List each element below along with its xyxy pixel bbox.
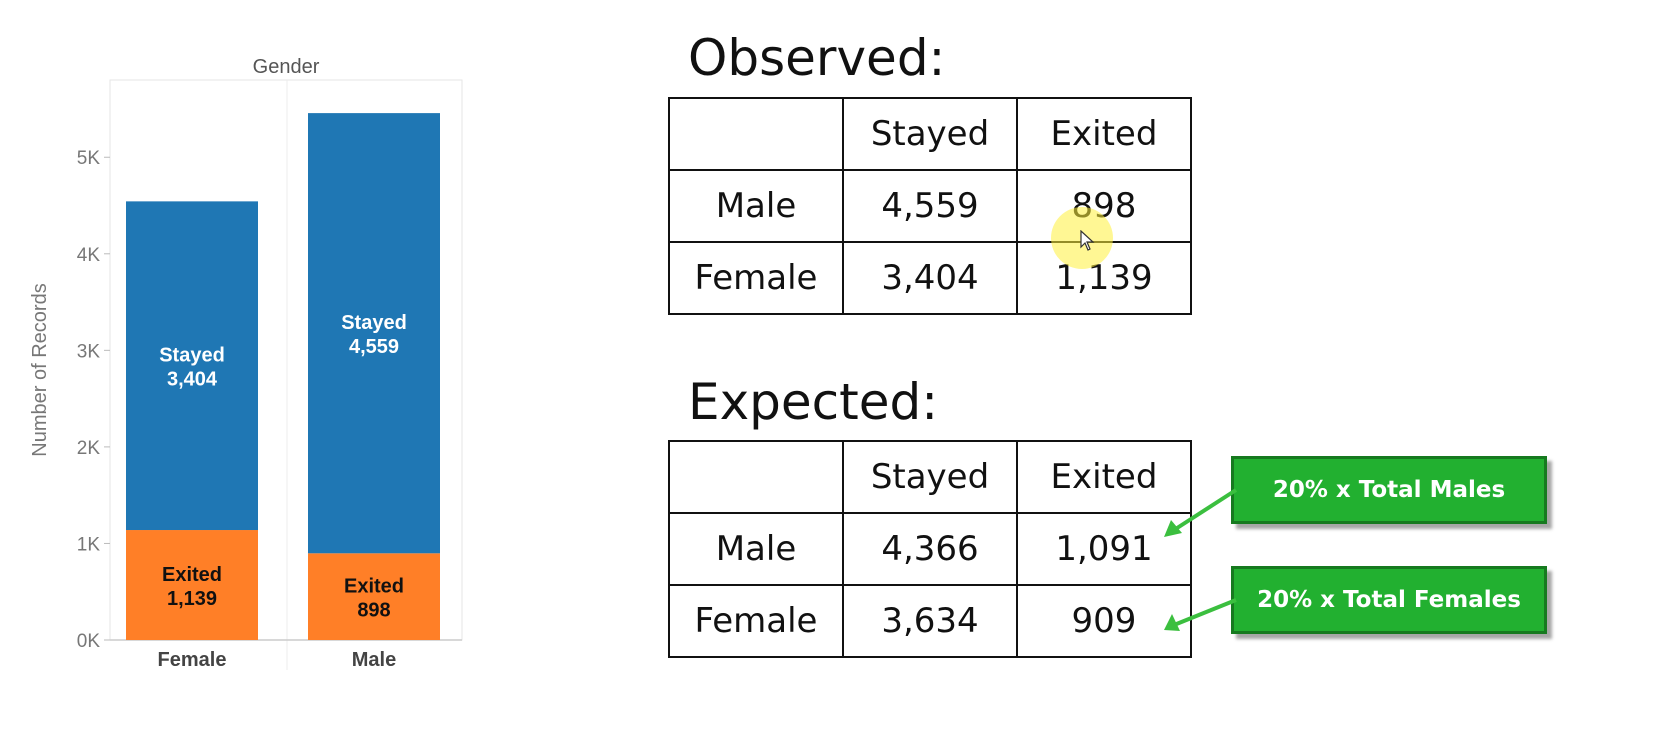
bar-stayed-male — [308, 113, 440, 554]
expected-title: Expected: — [688, 373, 939, 431]
x-tick-label-male: Male — [352, 649, 396, 671]
observed-cell: 4,559 — [842, 169, 1018, 243]
expected-table: Stayed Exited Male 4,366 1,091 Female 3,… — [668, 440, 1192, 658]
observed-header-stayed: Stayed — [842, 97, 1018, 171]
y-tick-label: 3K — [77, 341, 101, 362]
bar-stayed-female — [126, 201, 258, 531]
data-label-stayed-male: Stayed 4,559 — [341, 312, 407, 358]
expected-cell: 1,091 — [1016, 512, 1192, 586]
observed-row-label: Male — [668, 169, 844, 243]
expected-corner-cell — [668, 440, 844, 514]
arrow-to-male-exited-icon — [1164, 488, 1238, 537]
expected-row-label: Female — [668, 584, 844, 658]
observed-header-row: Stayed Exited — [668, 97, 1192, 171]
bar-exited-male — [308, 553, 440, 640]
observed-corner-cell — [668, 97, 844, 171]
callout-arrows — [1164, 488, 1238, 631]
observed-row-male: Male 4,559 898 — [668, 169, 1192, 243]
x-tick-label-female: Female — [158, 649, 227, 671]
expected-cell: 909 — [1016, 584, 1192, 658]
y-tick-label: 4K — [77, 245, 101, 266]
expected-header-stayed: Stayed — [842, 440, 1018, 514]
y-tick-label: 5K — [77, 148, 101, 169]
callout-total-males: 20% x Total Males — [1231, 456, 1547, 524]
callout-total-females: 20% x Total Females — [1231, 566, 1547, 634]
y-tick-label: 0K — [77, 631, 101, 652]
observed-row-label: Female — [668, 241, 844, 315]
stacked-bar-chart: Gender Number of Records 0K 1K 2K 3K 4K 5K Exite… — [29, 56, 463, 671]
y-axis-title: Number of Records — [29, 283, 51, 456]
observed-cell: 3,404 — [842, 241, 1018, 315]
mouse-pointer-icon — [1080, 230, 1095, 251]
data-label-exited-female: Exited 1,139 — [162, 564, 222, 610]
observed-header-exited: Exited — [1016, 97, 1192, 171]
expected-row-label: Male — [668, 512, 844, 586]
expected-cell: 3,634 — [842, 584, 1018, 658]
data-label-stayed-female: Stayed 3,404 — [159, 345, 225, 391]
data-label-exited-male: Exited 898 — [344, 576, 404, 622]
expected-row-female: Female 3,634 909 — [668, 584, 1192, 658]
observed-table: Stayed Exited Male 4,559 898 Female 3,40… — [668, 97, 1192, 315]
chart-title: Gender — [253, 56, 320, 78]
arrow-to-female-exited-icon — [1164, 598, 1237, 631]
observed-row-female: Female 3,404 1,139 — [668, 241, 1192, 315]
expected-header-exited: Exited — [1016, 440, 1192, 514]
expected-row-male: Male 4,366 1,091 — [668, 512, 1192, 586]
observed-title: Observed: — [688, 29, 946, 87]
y-tick-label: 1K — [77, 534, 101, 555]
bar-exited-female — [126, 530, 258, 640]
y-tick-label: 2K — [77, 438, 101, 459]
expected-header-row: Stayed Exited — [668, 440, 1192, 514]
expected-cell: 4,366 — [842, 512, 1018, 586]
